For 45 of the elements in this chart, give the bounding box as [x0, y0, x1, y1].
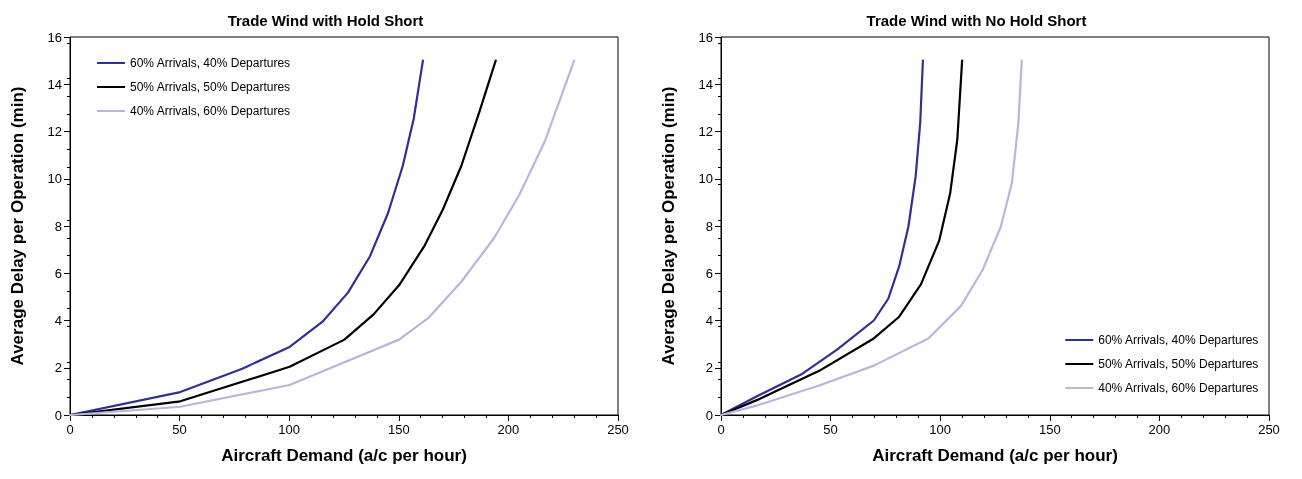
- x-tick-label: 50: [823, 422, 838, 437]
- y-tick-label: 10: [47, 171, 62, 187]
- x-tick-label: 0: [66, 422, 74, 437]
- x-tick-label: 250: [607, 422, 629, 437]
- x-tick-label: 50: [172, 422, 187, 437]
- y-tick-label: 8: [54, 218, 62, 234]
- x-tick-label: 150: [387, 422, 410, 437]
- y-tick-label: 2: [705, 360, 713, 376]
- x-tick-label: 200: [497, 422, 520, 437]
- y-tick-label: 6: [705, 265, 713, 281]
- legend-label: 50% Arrivals, 50% Departures: [130, 80, 291, 94]
- legend-label: 50% Arrivals, 50% Departures: [1098, 357, 1259, 371]
- line-series: [719, 59, 1023, 417]
- y-tick-label: 16: [698, 29, 713, 45]
- y-tick-label: 2: [54, 360, 62, 376]
- legend-label: 40% Arrivals, 60% Departures: [1098, 381, 1259, 395]
- y-tick-label: 16: [47, 29, 62, 45]
- chart-title: Trade Wind with No Hold Short: [866, 12, 1087, 29]
- line-series: [719, 59, 924, 417]
- y-tick-label: 12: [698, 124, 713, 139]
- y-tick-label: 14: [698, 76, 713, 92]
- legend-label: 40% Arrivals, 60% Departures: [130, 104, 291, 118]
- y-axis-title: Average Delay per Operation (min): [659, 86, 678, 366]
- y-axis-title: Average Delay per Operation (min): [8, 86, 27, 366]
- x-tick-label: 150: [1038, 422, 1061, 437]
- line-series: [68, 59, 576, 417]
- y-tick-label: 8: [705, 218, 713, 234]
- legend-label: 60% Arrivals, 40% Departures: [1098, 333, 1259, 347]
- y-tick-label: 12: [47, 124, 62, 139]
- y-tick-label: 4: [705, 313, 713, 328]
- y-tick-label: 6: [54, 265, 62, 281]
- legend-label: 60% Arrivals, 40% Departures: [130, 56, 291, 70]
- y-tick-label: 0: [54, 407, 62, 423]
- x-tick-label: 250: [1258, 422, 1280, 437]
- y-tick-label: 14: [47, 76, 62, 92]
- x-axis-title: Aircraft Demand (a/c per hour): [221, 446, 467, 465]
- chart-title: Trade Wind with Hold Short: [227, 12, 424, 29]
- y-tick-label: 10: [698, 171, 713, 187]
- x-tick-label: 0: [717, 422, 725, 437]
- y-tick-label: 0: [705, 407, 713, 423]
- x-axis-title: Aircraft Demand (a/c per hour): [872, 446, 1118, 465]
- y-tick-label: 4: [54, 313, 62, 328]
- x-tick-label: 200: [1148, 422, 1171, 437]
- x-tick-label: 100: [929, 422, 952, 437]
- x-tick-label: 100: [278, 422, 301, 437]
